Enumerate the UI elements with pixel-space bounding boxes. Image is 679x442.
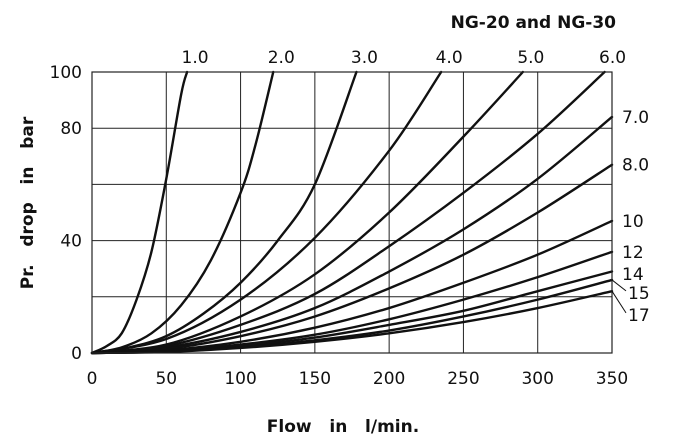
curve-1-0: [90, 70, 189, 355]
curve-label: 3.0: [351, 48, 378, 68]
curve-label: 12: [622, 243, 644, 263]
curve-17: [90, 289, 614, 355]
curve-label: 10: [622, 212, 644, 232]
y-tick-label: 100: [50, 63, 82, 83]
y-tick-label: 80: [60, 119, 82, 139]
x-tick-label: 50: [155, 369, 177, 389]
curve-label: 14: [622, 265, 644, 285]
y-tick-label: 40: [60, 232, 82, 252]
curve-label: 1.0: [182, 48, 209, 68]
x-axis-title: Flow in l/min.: [267, 417, 419, 437]
plot-frame: [91, 71, 613, 354]
y-axis-title: Pr. drop in bar: [18, 116, 38, 289]
curve-label: 2.0: [268, 48, 295, 68]
chart-title: NG-20 and NG-30: [451, 13, 617, 33]
x-tick-label: 100: [224, 369, 256, 389]
curve-label: 7.0: [622, 108, 649, 128]
curve-5-0: [90, 70, 525, 355]
curve-4-0: [90, 70, 443, 355]
curve-label: 4.0: [436, 48, 463, 68]
curve-label-leader: [611, 290, 627, 314]
grid-lines: [91, 71, 613, 354]
x-tick-label: 150: [299, 369, 331, 389]
curve-6-0: [90, 70, 606, 355]
x-tick-label: 0: [87, 369, 98, 389]
plot-area-border: [91, 71, 613, 354]
curve-7-0: [90, 115, 614, 355]
flow-curves: [90, 70, 614, 355]
x-tick-label: 350: [596, 369, 628, 389]
x-tick-label: 250: [447, 369, 479, 389]
curve-label: 6.0: [599, 48, 626, 68]
curve-label-leader: [611, 279, 627, 292]
curve-label: 8.0: [622, 156, 649, 176]
curve-label: 15: [628, 284, 650, 304]
x-tick-label: 200: [373, 369, 405, 389]
y-tick-label: 0: [71, 344, 82, 364]
curve-2-0: [90, 70, 275, 355]
axis-ticks: 0 50 100 150 200 250 300 350 0 40 80 100: [50, 63, 629, 389]
curve-label: 5.0: [517, 48, 544, 68]
curve-14: [90, 270, 614, 355]
x-tick-label: 300: [521, 369, 553, 389]
curve-8-0: [90, 163, 614, 355]
curve-label: 17: [628, 306, 650, 326]
